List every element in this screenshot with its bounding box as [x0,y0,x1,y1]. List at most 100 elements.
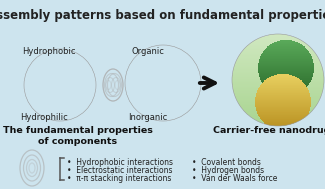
Bar [237,100,319,101]
Bar [271,44,301,45]
Bar [259,75,313,76]
Bar [23,97,77,98]
Bar [43,57,93,58]
Bar [256,110,310,111]
Bar [134,116,176,118]
Bar [149,93,187,94]
Bar [129,89,181,90]
Bar [259,76,313,77]
Bar [49,50,87,51]
Bar [268,125,298,126]
Bar [41,77,95,78]
Bar [258,88,308,89]
Bar [137,67,199,68]
Bar [40,71,96,72]
Bar [139,79,197,80]
Bar [255,97,311,98]
Bar [54,95,82,96]
Bar [233,68,323,70]
Bar [128,92,182,93]
Bar [268,34,288,36]
Bar [275,42,297,43]
Bar [36,123,64,125]
Bar [46,53,90,54]
Bar [261,85,306,86]
Bar [25,90,75,91]
Bar [41,64,95,65]
Bar [131,84,179,86]
Bar [46,88,89,90]
Bar [136,119,175,120]
Bar [145,89,191,90]
Bar [257,92,309,93]
Bar [34,122,66,123]
Bar [27,86,73,88]
Bar [127,96,183,97]
Bar [25,111,75,112]
Bar [51,48,85,49]
Bar [138,77,198,78]
Bar [146,47,190,48]
Bar [260,78,312,80]
Bar [50,92,86,93]
Bar [146,90,190,91]
Bar [26,113,74,114]
Bar [271,91,301,92]
Bar [42,75,58,76]
Bar [56,96,80,97]
Bar [23,95,76,96]
Bar [130,85,180,87]
Bar [263,83,309,84]
Bar [30,82,70,84]
Bar [133,81,177,82]
Bar [44,84,92,85]
Bar [26,88,74,90]
Bar [236,97,320,99]
Bar [23,101,77,102]
Bar [137,77,173,78]
Bar [141,53,195,54]
Bar [41,64,95,66]
Bar [266,79,300,80]
Bar [137,66,199,67]
Text: •  Hydrogen bonds: • Hydrogen bonds [192,166,264,175]
Text: The fundamental properties
of components: The fundamental properties of components [3,126,153,146]
Bar [24,108,76,109]
Bar [47,52,89,53]
Bar [139,122,171,123]
Bar [127,97,183,98]
Bar [234,66,322,67]
Bar [139,56,197,57]
Bar [139,75,171,77]
Bar [128,105,182,106]
Bar [128,90,182,91]
Bar [23,104,77,105]
Bar [40,73,96,74]
Bar [23,97,77,98]
Bar [264,85,308,86]
Bar [232,73,324,74]
Bar [25,110,75,111]
Bar [24,109,76,110]
Bar [258,38,298,40]
Bar [147,46,189,47]
Bar [140,81,196,83]
Bar [42,60,94,61]
Bar [147,91,189,92]
Bar [257,112,309,114]
Bar [35,123,65,124]
Bar [255,96,310,97]
Bar [261,84,305,85]
Bar [146,72,164,73]
Bar [260,85,306,87]
Bar [143,124,167,125]
Bar [127,93,183,94]
Bar [262,53,310,55]
Bar [153,41,183,43]
Bar [127,100,183,101]
Bar [266,47,306,48]
Bar [139,80,197,81]
Bar [142,85,194,87]
Bar [240,104,317,106]
Bar [49,50,87,51]
